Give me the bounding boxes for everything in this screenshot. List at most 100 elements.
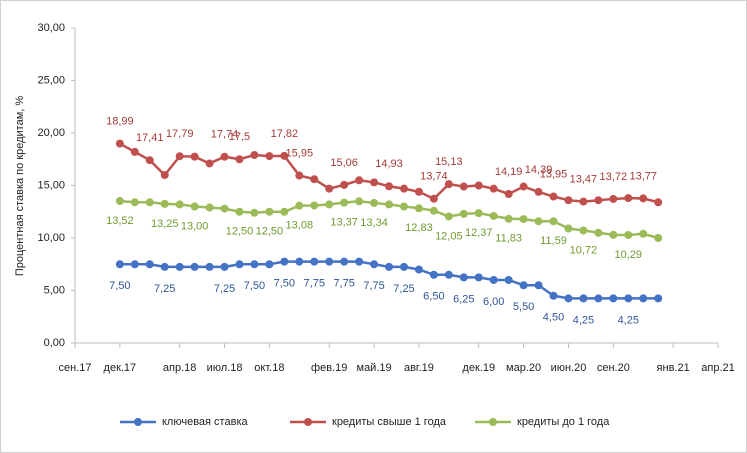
- point: [519, 215, 528, 224]
- point: [594, 196, 603, 205]
- data-label: 7,75: [363, 280, 384, 292]
- data-label: 7,25: [214, 283, 235, 295]
- data-label: 13,08: [286, 220, 314, 232]
- point: [624, 294, 633, 303]
- data-label: 7,25: [393, 283, 414, 295]
- point: [355, 257, 364, 266]
- point: [250, 208, 259, 217]
- point: [579, 197, 588, 206]
- data-label: 10,72: [570, 244, 598, 256]
- data-label: 14,39: [525, 164, 553, 176]
- point: [549, 291, 558, 300]
- point: [310, 201, 319, 210]
- data-label: 12,50: [256, 226, 284, 238]
- point: [504, 214, 513, 223]
- legend-label: ключевая ставка: [162, 416, 248, 428]
- point: [429, 206, 438, 215]
- point: [175, 152, 184, 161]
- point: [205, 262, 214, 271]
- data-label: 12,50: [226, 226, 254, 238]
- point: [175, 262, 184, 271]
- data-label: 15,13: [435, 156, 463, 168]
- x-tick-label: окт.18: [254, 362, 284, 374]
- legend-marker: [134, 418, 142, 426]
- point: [295, 171, 304, 180]
- point: [130, 147, 139, 156]
- point: [414, 187, 423, 196]
- data-label: 17,41: [136, 132, 164, 144]
- point: [220, 152, 229, 161]
- data-label: 13,47: [570, 173, 598, 185]
- point: [594, 228, 603, 237]
- point: [399, 202, 408, 211]
- point: [145, 198, 154, 207]
- data-label: 6,50: [423, 291, 444, 303]
- point: [340, 198, 349, 207]
- point: [609, 230, 618, 239]
- data-label: 14,19: [495, 166, 523, 178]
- data-label: 14,93: [375, 158, 403, 170]
- point: [639, 229, 648, 238]
- point: [429, 270, 438, 279]
- point: [355, 176, 364, 185]
- data-label: 17,79: [166, 128, 194, 140]
- point: [594, 294, 603, 303]
- point: [609, 194, 618, 203]
- data-label: 4,25: [573, 314, 594, 326]
- data-label: 7,75: [304, 278, 325, 290]
- x-tick-label: дек.17: [104, 362, 137, 374]
- data-label: 15,95: [286, 147, 314, 159]
- point: [624, 230, 633, 239]
- legend-label: кредиты свыше 1 года: [332, 416, 447, 428]
- data-label: 13,00: [181, 220, 209, 232]
- point: [370, 260, 379, 269]
- y-tick-label: 0,00: [44, 337, 65, 349]
- x-tick-label: сен.20: [597, 362, 630, 374]
- data-label: 13,34: [360, 217, 388, 229]
- point: [459, 209, 468, 218]
- point: [280, 257, 289, 266]
- point: [459, 273, 468, 282]
- point: [564, 196, 573, 205]
- point: [444, 212, 453, 221]
- y-tick-label: 15,00: [37, 179, 65, 191]
- point: [265, 207, 274, 216]
- data-label: 4,25: [618, 314, 639, 326]
- point: [489, 184, 498, 193]
- point: [474, 181, 483, 190]
- x-tick-label: апр.18: [163, 362, 196, 374]
- point: [160, 262, 169, 271]
- point: [534, 281, 543, 290]
- data-label: 7,75: [333, 278, 354, 290]
- point: [295, 257, 304, 266]
- data-label: 17,74: [211, 129, 239, 141]
- point: [325, 184, 334, 193]
- data-label: 15,06: [330, 157, 358, 169]
- data-label: 13,95: [540, 168, 568, 180]
- data-label: 12,37: [465, 227, 493, 239]
- data-label: 7,50: [274, 278, 295, 290]
- point: [310, 257, 319, 266]
- data-label: 12,05: [435, 230, 463, 242]
- point: [130, 198, 139, 207]
- point: [370, 198, 379, 207]
- legend-marker: [489, 418, 497, 426]
- point: [549, 192, 558, 201]
- point: [235, 155, 244, 164]
- x-tick-label: авг.19: [404, 362, 434, 374]
- point: [220, 204, 229, 213]
- x-tick-label: сен.17: [59, 362, 92, 374]
- point: [654, 294, 663, 303]
- point: [310, 175, 319, 184]
- point: [519, 182, 528, 191]
- y-tick-label: 20,00: [37, 127, 65, 139]
- point: [145, 260, 154, 269]
- point: [190, 262, 199, 271]
- point: [654, 234, 663, 242]
- y-tick-label: 5,00: [44, 284, 65, 296]
- point: [385, 262, 394, 271]
- point: [429, 194, 438, 203]
- data-label: 13,25: [151, 218, 179, 230]
